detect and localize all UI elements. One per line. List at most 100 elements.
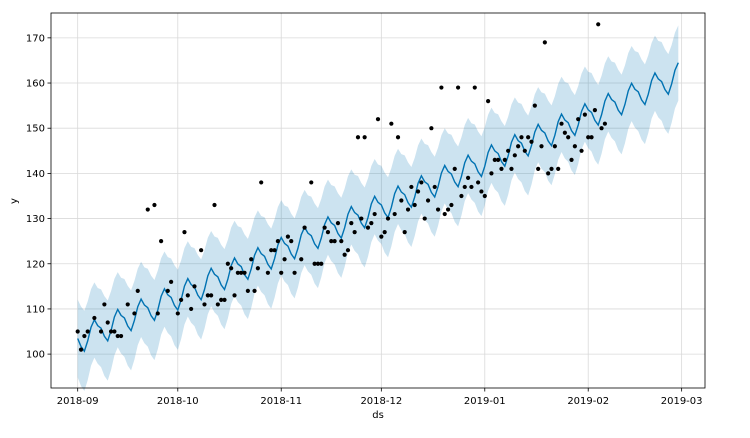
data-point	[365, 225, 371, 230]
data-point	[352, 230, 357, 235]
data-point	[532, 103, 537, 108]
data-point	[452, 166, 457, 171]
data-point	[315, 261, 321, 266]
uncertainty-band-layer	[77, 25, 679, 391]
data-point	[105, 320, 110, 325]
data-point	[259, 180, 264, 185]
data-point	[189, 306, 194, 312]
plot-frame	[50, 12, 706, 389]
data-point	[319, 261, 324, 266]
forecast-line-layer	[77, 62, 679, 353]
data-point	[219, 297, 224, 302]
x-tick-label: 2018-11	[260, 396, 302, 407]
y-tick-label: 100	[26, 350, 45, 361]
data-point	[602, 121, 608, 126]
data-point	[235, 270, 240, 275]
data-point	[75, 329, 80, 334]
data-point	[599, 126, 604, 131]
gridlines	[51, 13, 705, 388]
data-point	[509, 166, 514, 171]
data-point	[372, 211, 377, 217]
data-point	[108, 329, 114, 334]
data-point	[118, 333, 124, 339]
data-point	[392, 211, 397, 217]
data-point	[202, 302, 207, 307]
data-point	[489, 171, 494, 176]
y-tick-label: 140	[26, 169, 45, 180]
data-point	[165, 288, 170, 293]
data-point	[459, 193, 464, 199]
data-point	[312, 261, 317, 266]
data-point	[285, 234, 291, 239]
data-point	[562, 130, 567, 135]
data-point	[169, 279, 174, 284]
data-point	[522, 148, 527, 153]
data-point	[395, 135, 401, 140]
data-point	[379, 234, 384, 239]
data-point	[569, 157, 574, 162]
data-point	[382, 230, 387, 235]
data-point	[539, 144, 544, 149]
data-point	[272, 248, 277, 253]
data-point	[435, 207, 441, 212]
data-point	[369, 220, 374, 226]
data-point	[512, 153, 517, 158]
data-point	[389, 121, 394, 126]
data-point	[529, 139, 534, 144]
data-point	[345, 248, 351, 253]
data-point	[229, 266, 234, 271]
data-point	[576, 117, 581, 122]
data-point	[249, 257, 254, 262]
data-point	[536, 166, 541, 171]
data-point	[482, 193, 487, 199]
data-point	[412, 202, 417, 208]
forecast-line	[77, 62, 679, 353]
data-point	[546, 171, 551, 176]
data-point	[566, 135, 571, 140]
data-point	[212, 202, 217, 208]
data-point	[342, 252, 347, 257]
data-point	[506, 148, 511, 153]
data-point	[422, 216, 427, 221]
data-point	[486, 99, 491, 104]
data-point	[112, 329, 117, 334]
data-point	[232, 293, 237, 298]
data-point	[419, 180, 424, 185]
data-point	[375, 117, 381, 122]
data-point	[402, 230, 407, 235]
data-point	[556, 166, 561, 171]
data-point	[549, 166, 554, 171]
data-point	[442, 211, 447, 217]
x-tick-label: 2018-09	[57, 396, 99, 407]
observed-points-layer	[75, 22, 608, 352]
data-point	[282, 257, 287, 262]
data-point	[499, 166, 504, 171]
data-point	[302, 225, 307, 230]
data-point	[405, 207, 411, 212]
data-point	[102, 302, 107, 307]
y-tick-label: 110	[26, 304, 45, 315]
data-point	[559, 121, 564, 126]
y-tick-label: 130	[26, 214, 45, 225]
data-point	[135, 288, 140, 293]
data-point	[332, 239, 337, 244]
data-point	[516, 144, 521, 149]
data-point	[415, 189, 421, 194]
y-axis-ticks: 100 110 120 130 140 150 160 170	[26, 33, 51, 361]
x-tick-label: 2019-03	[661, 396, 703, 407]
data-point	[145, 207, 150, 212]
data-point	[252, 288, 257, 293]
data-point	[335, 220, 341, 226]
data-point	[265, 270, 270, 275]
data-point	[309, 180, 314, 185]
data-point	[502, 157, 507, 162]
data-point	[255, 266, 260, 271]
data-point	[299, 257, 304, 262]
data-point	[542, 40, 547, 45]
y-tick-label: 170	[26, 33, 45, 44]
data-point	[269, 248, 274, 253]
data-point	[185, 293, 190, 298]
data-point	[125, 302, 130, 307]
data-point	[572, 144, 577, 149]
